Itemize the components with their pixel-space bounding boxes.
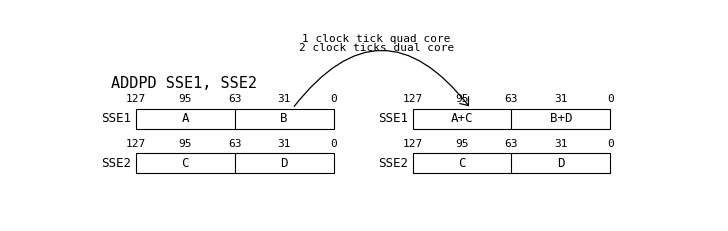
Text: SSE1: SSE1 <box>378 112 408 125</box>
Text: 95: 95 <box>455 94 469 104</box>
Text: 63: 63 <box>505 94 518 104</box>
Text: C: C <box>181 157 189 170</box>
FancyArrowPatch shape <box>294 50 469 106</box>
Text: 95: 95 <box>178 139 192 149</box>
Bar <box>136 153 333 173</box>
Text: 127: 127 <box>403 94 423 104</box>
Text: 95: 95 <box>455 139 469 149</box>
Text: B+D: B+D <box>550 112 572 125</box>
Text: A: A <box>181 112 189 125</box>
Text: 63: 63 <box>228 94 242 104</box>
Text: 127: 127 <box>126 139 146 149</box>
Text: 31: 31 <box>277 94 291 104</box>
Text: C: C <box>459 157 466 170</box>
Text: D: D <box>557 157 565 170</box>
Text: 0: 0 <box>607 94 614 104</box>
Text: 63: 63 <box>505 139 518 149</box>
Text: 63: 63 <box>228 139 242 149</box>
Text: 0: 0 <box>331 139 337 149</box>
Bar <box>136 109 333 129</box>
Text: SSE2: SSE2 <box>378 157 408 170</box>
Text: 127: 127 <box>126 94 146 104</box>
Bar <box>413 109 610 129</box>
Text: 2 clock ticks dual core: 2 clock ticks dual core <box>298 43 454 53</box>
Text: B: B <box>280 112 288 125</box>
Text: D: D <box>280 157 288 170</box>
Text: A+C: A+C <box>451 112 473 125</box>
Text: 31: 31 <box>554 139 568 149</box>
Text: 31: 31 <box>277 139 291 149</box>
Text: ADDPD SSE1, SSE2: ADDPD SSE1, SSE2 <box>111 76 257 91</box>
Text: 1 clock tick quad core: 1 clock tick quad core <box>302 34 451 44</box>
Text: 127: 127 <box>403 139 423 149</box>
Text: SSE2: SSE2 <box>101 157 131 170</box>
Text: 0: 0 <box>331 94 337 104</box>
Text: 95: 95 <box>178 94 192 104</box>
Text: SSE1: SSE1 <box>101 112 131 125</box>
Bar <box>413 153 610 173</box>
Text: 0: 0 <box>607 139 614 149</box>
Text: 31: 31 <box>554 94 568 104</box>
